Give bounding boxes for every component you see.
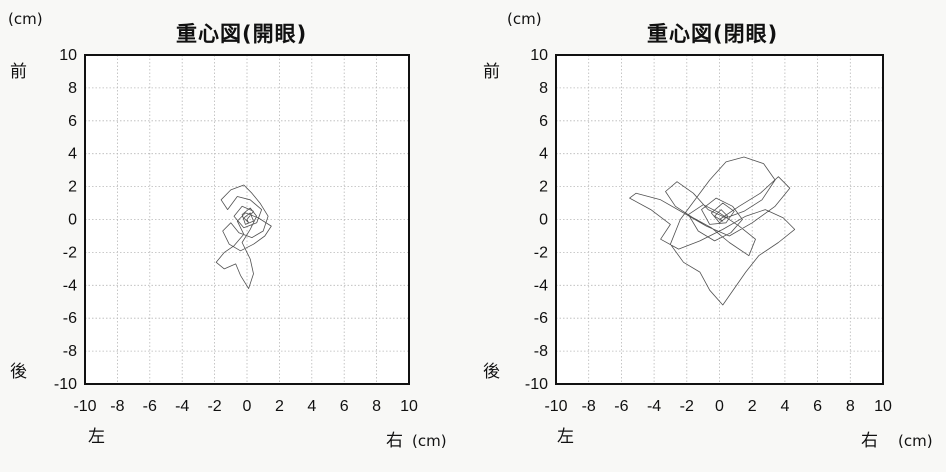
y-tick-label: -6 <box>534 310 548 327</box>
y-tick-label: -2 <box>63 244 77 261</box>
x-tick-label: -8 <box>582 398 596 415</box>
chart-panel-eyes-closed: (cm) 重心図(閉眼) 前 後 左 右 (cm) 10 8 6 4 2 0 -2 -4 -6 -… <box>473 0 946 472</box>
sway-trace <box>215 184 272 289</box>
x-tick-label: 4 <box>780 398 789 415</box>
chart-svg: 10 8 6 4 2 0 -2 -4 -6 -8 -10 -10 -8 -6 -4 -2 0 2 4 6 8 10 <box>54 47 418 415</box>
y-unit-label: (cm) <box>507 10 542 28</box>
front-label: 前 <box>483 62 500 82</box>
left-label: 左 <box>88 427 105 447</box>
front-label: 前 <box>10 62 27 82</box>
chart-title: 重心図(開眼) <box>176 22 308 46</box>
y-tick-label: 8 <box>539 80 548 97</box>
y-tick-label: -10 <box>54 376 77 393</box>
x-tick-label: 4 <box>307 398 316 415</box>
x-tick-label: -2 <box>680 398 694 415</box>
y-tick-label: 0 <box>68 212 77 229</box>
chart-panel-eyes-open: (cm) 重心図(開眼) 前 後 左 右 (cm) 10 8 6 4 2 0 -2 -4 -6 -… <box>8 10 447 451</box>
x-tick-label: -4 <box>175 398 189 415</box>
y-unit-label: (cm) <box>8 10 43 28</box>
right-label: 右 <box>386 431 403 451</box>
x-tick-label: 8 <box>372 398 381 415</box>
plot-frame <box>84 54 410 385</box>
x-tick-label: -10 <box>544 398 567 415</box>
x-tick-label: 6 <box>340 398 349 415</box>
y-tick-label: 4 <box>539 146 548 163</box>
y-tick-label: 2 <box>68 179 77 196</box>
x-tick-label: -2 <box>207 398 221 415</box>
y-tick-label: -6 <box>63 310 77 327</box>
plot-frame <box>555 54 884 385</box>
y-tick-label: -4 <box>63 277 77 294</box>
x-tick-label: 0 <box>715 398 724 415</box>
y-tick-label: 6 <box>68 113 77 130</box>
y-tick-label: 6 <box>539 113 548 130</box>
sway-trace <box>629 156 796 306</box>
y-tick-label: -8 <box>534 343 548 360</box>
x-tick-label: 2 <box>748 398 757 415</box>
back-label: 後 <box>483 362 500 382</box>
x-tick-label: -10 <box>73 398 96 415</box>
x-tick-label: -4 <box>647 398 661 415</box>
back-label: 後 <box>10 362 27 382</box>
x-tick-label: 8 <box>846 398 855 415</box>
y-tick-label: 4 <box>68 146 77 163</box>
x-tick-label: 2 <box>275 398 284 415</box>
x-tick-label: 0 <box>243 398 252 415</box>
x-unit-label: (cm) <box>412 432 447 450</box>
x-tick-label: -8 <box>110 398 124 415</box>
y-tick-label: 8 <box>68 80 77 97</box>
y-tick-label: -2 <box>534 244 548 261</box>
x-tick-label: -6 <box>614 398 628 415</box>
left-label: 左 <box>557 427 574 447</box>
y-tick-label: -10 <box>525 376 548 393</box>
y-tick-label: -4 <box>534 277 548 294</box>
x-tick-label: 10 <box>400 398 418 415</box>
y-tick-label: -8 <box>63 343 77 360</box>
right-label: 右 <box>861 431 878 451</box>
y-tick-label: 2 <box>539 179 548 196</box>
x-tick-label: 10 <box>874 398 892 415</box>
y-tick-label: 10 <box>530 47 548 64</box>
x-tick-label: 6 <box>813 398 822 415</box>
chart-svg: 10 8 6 4 2 0 -2 -4 -6 -8 -10 -10 -8 -6 -4 -2 0 2 4 6 8 10 <box>525 47 892 415</box>
chart-title: 重心図(閉眼) <box>647 22 779 46</box>
y-tick-label: 0 <box>539 212 548 229</box>
x-unit-label: (cm) <box>898 432 933 450</box>
x-tick-label: -6 <box>143 398 157 415</box>
y-tick-label: 10 <box>59 47 77 64</box>
